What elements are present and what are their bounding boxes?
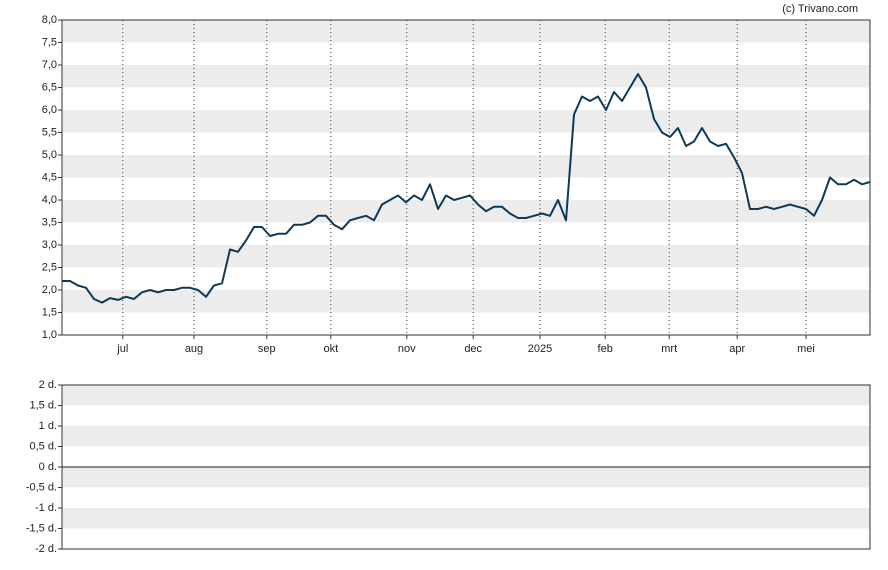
band [62,200,870,223]
x-tick-label: nov [398,343,416,355]
band [62,65,870,88]
y-tick-label: -1,5 d. [26,522,57,534]
y-tick-label: 6,5 [42,81,57,93]
y-tick-label: 2 d. [39,379,57,391]
x-tick-label: mrt [661,343,677,355]
x-tick-label: dec [464,343,482,355]
band [62,290,870,313]
y-tick-label: 7,5 [42,36,57,48]
y-tick-label: -0,5 d. [26,481,57,493]
y-tick-label: 1,5 [42,306,57,318]
x-tick-label: apr [729,343,745,355]
y-tick-label: -2 d. [35,543,57,555]
band [62,508,870,529]
y-tick-label: 5,0 [42,149,57,161]
y-tick-label: 1,5 d. [29,399,57,411]
y-tick-label: 6,0 [42,104,57,116]
y-tick-label: -1 d. [35,502,57,514]
x-tick-label: aug [185,343,203,355]
y-tick-label: 0,5 d. [29,440,57,452]
x-tick-label: okt [323,343,338,355]
band [62,385,870,406]
y-tick-label: 4,0 [42,194,57,206]
y-tick-label: 1 d. [39,420,57,432]
y-tick-label: 3,0 [42,239,57,251]
price-line [62,73,871,304]
y-tick-label: 3,5 [42,216,57,228]
y-tick-label: 2,0 [42,284,57,296]
band [62,20,870,43]
plot-frame [61,384,871,550]
plot-frame [61,19,871,336]
y-tick-label: 0 d. [39,461,57,473]
y-tick-label: 4,5 [42,171,57,183]
band [62,110,870,133]
y-tick-label: 2,5 [42,261,57,273]
band [62,245,870,268]
x-tick-label: feb [598,343,613,355]
y-tick-label: 8,0 [42,14,57,26]
band [62,155,870,178]
band [62,467,870,488]
credit: (c) Trivano.com [782,3,858,15]
y-tick-label: 5,5 [42,126,57,138]
y-tick-label: 7,0 [42,59,57,71]
y-tick-label: 1,0 [42,329,57,341]
x-tick-label: mei [797,343,815,355]
x-tick-label: sep [258,343,276,355]
x-tick-label: 2025 [528,343,552,355]
x-tick-label: jul [116,343,128,355]
band [62,426,870,447]
